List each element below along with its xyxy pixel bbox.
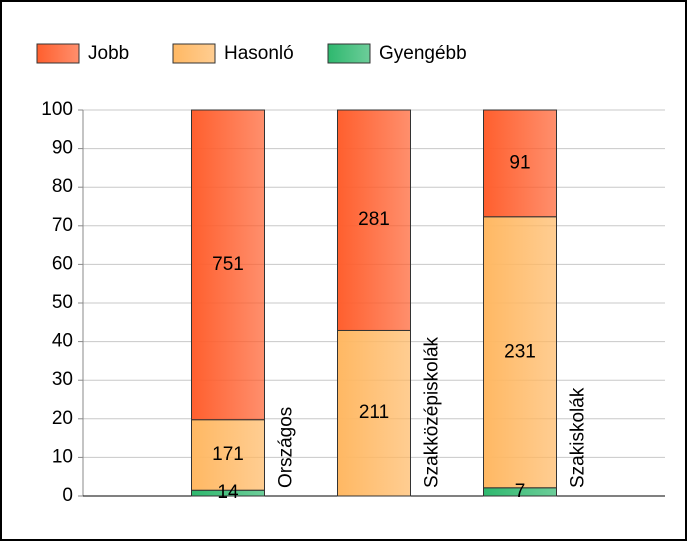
- y-tick-label: 0: [62, 485, 73, 506]
- legend-swatch: [327, 43, 371, 64]
- legend-label: Jobb: [88, 43, 129, 64]
- data-label: 211: [359, 402, 389, 423]
- data-label: 281: [358, 209, 390, 230]
- y-tick-label: 90: [52, 138, 73, 159]
- bar-segment: [337, 109, 411, 331]
- category-label: Szakközépiskolák: [422, 336, 443, 488]
- data-label: 14: [217, 482, 239, 503]
- data-label: 231: [504, 341, 536, 362]
- y-tick-label: 100: [41, 99, 73, 120]
- legend-swatch: [36, 43, 80, 64]
- y-tick-label: 70: [52, 215, 73, 236]
- y-tick-label: 20: [52, 408, 73, 429]
- y-tick-label: 50: [52, 292, 73, 313]
- category-label: Szakiskolák: [568, 387, 589, 488]
- y-tick-label: 40: [52, 331, 73, 352]
- bar-segment: [337, 329, 411, 497]
- data-label: 171: [212, 444, 244, 465]
- bar-segment: [483, 109, 557, 218]
- legend-label: Hasonló: [224, 43, 294, 64]
- legend-swatch: [172, 43, 216, 64]
- y-tick-label: 10: [52, 446, 73, 467]
- category-label: Országos: [276, 407, 297, 488]
- data-label: 91: [509, 152, 530, 173]
- y-tick-label: 80: [52, 176, 73, 197]
- y-tick-label: 60: [52, 253, 73, 274]
- y-tick-label: 30: [52, 369, 73, 390]
- bar-segment: [483, 216, 557, 489]
- bar-segment: [191, 109, 265, 421]
- data-label: 751: [212, 254, 244, 275]
- data-label: 7: [515, 481, 526, 502]
- bar-segment: [191, 419, 265, 491]
- legend-label: Gyengébb: [379, 43, 467, 64]
